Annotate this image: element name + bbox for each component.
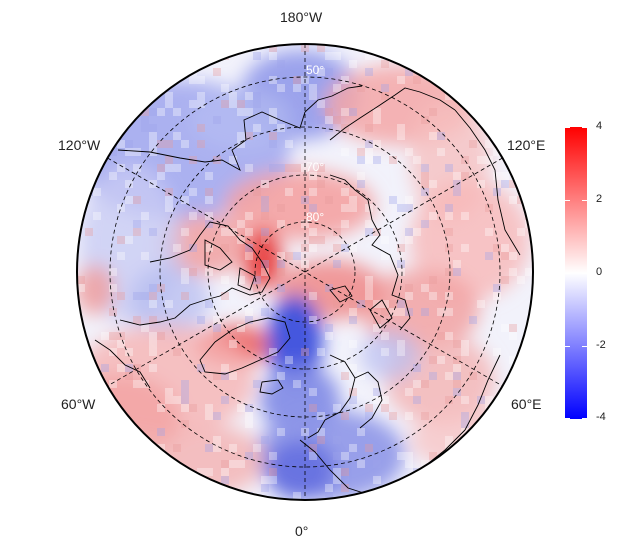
coastlines bbox=[94, 85, 521, 496]
lat-label-70: 70° bbox=[306, 160, 325, 174]
graticule bbox=[107, 44, 503, 500]
latitude-circle-80 bbox=[254, 221, 356, 323]
meridian-120e-60w bbox=[107, 157, 503, 387]
colorbar-label-neg4: -4 bbox=[596, 411, 606, 423]
lon-label-60w: 60°W bbox=[61, 396, 96, 412]
lat-label-50: 50° bbox=[306, 63, 325, 77]
colorbar-label-neg2: -2 bbox=[596, 339, 606, 351]
lon-label-120w: 120°W bbox=[58, 137, 101, 153]
lon-label-0: 0° bbox=[295, 523, 309, 539]
lat-label-80: 80° bbox=[306, 210, 325, 224]
map-border bbox=[76, 43, 534, 501]
latitude-circle-70 bbox=[207, 174, 403, 370]
colorbar-label-0: 0 bbox=[596, 266, 603, 278]
meridian-120w-60e bbox=[107, 157, 503, 387]
lon-label-60e: 60°E bbox=[511, 396, 542, 412]
lon-label-180w: 180°W bbox=[280, 9, 323, 25]
colorbar-label-2: 2 bbox=[596, 193, 603, 205]
colorbar-label-4: 4 bbox=[596, 120, 603, 132]
colorbar-ticks bbox=[565, 127, 587, 419]
colorbar bbox=[565, 127, 587, 419]
latitude-circle-50 bbox=[109, 76, 501, 468]
lon-label-120e: 120°E bbox=[507, 137, 546, 153]
